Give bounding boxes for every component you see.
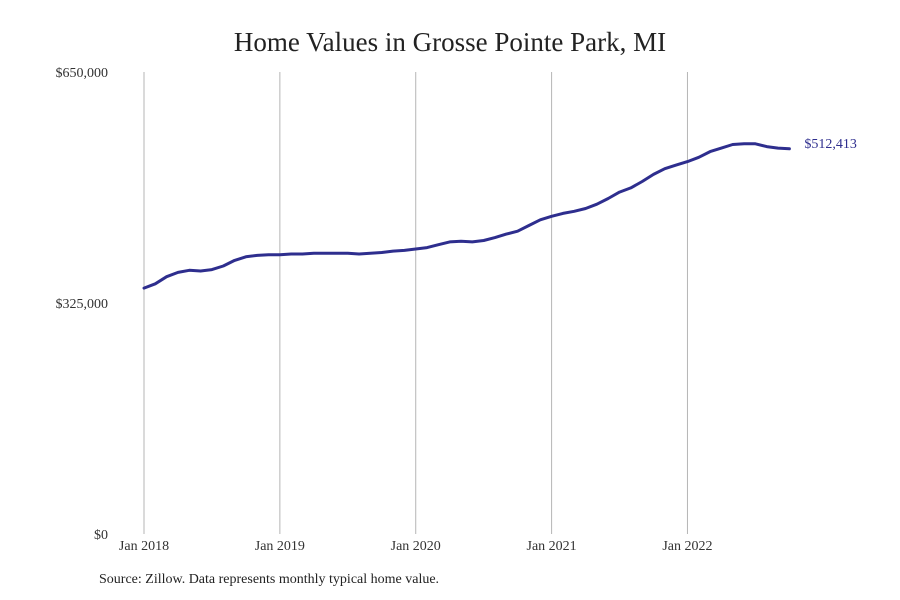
y-tick-label: $650,000 (56, 66, 109, 81)
gridlines (143, 72, 688, 534)
x-tick-label: Jan 2020 (391, 539, 441, 554)
x-axis-ticks: Jan 2018 Jan 2019 Jan 2020 Jan 2021 Jan 2022 (119, 539, 713, 554)
x-tick-label: Jan 2019 (255, 539, 305, 554)
x-tick-label: Jan 2021 (527, 539, 577, 554)
source-note: Source: Zillow. Data represents monthly … (99, 572, 440, 587)
end-value-label: $512,413 (804, 137, 857, 152)
chart-title: Home Values in Grosse Pointe Park, MI (233, 27, 667, 57)
series-layer (142, 142, 791, 290)
series-line (142, 142, 791, 290)
y-tick-label: $325,000 (56, 297, 109, 312)
end-value-label-layer: $512,413 (804, 137, 857, 152)
y-axis-ticks: $0 $325,000 $650,000 (56, 66, 109, 543)
y-tick-label: $0 (94, 528, 108, 543)
x-tick-label: Jan 2018 (119, 539, 169, 554)
x-tick-label: Jan 2022 (662, 539, 712, 554)
